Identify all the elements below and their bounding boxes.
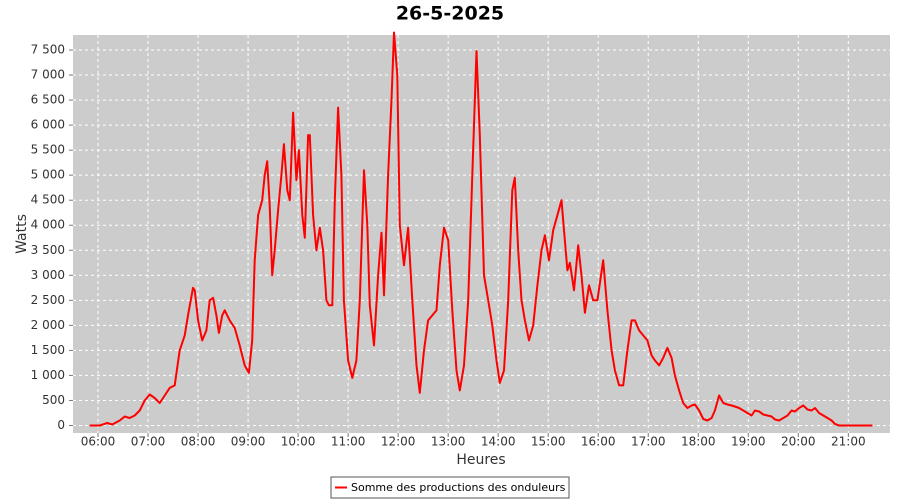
y-tick-label: 5 500 <box>31 143 65 157</box>
y-tick-label: 3 500 <box>31 243 65 257</box>
x-tick-label: 07:00 <box>131 435 166 449</box>
legend-label: Somme des productions des onduleurs <box>351 481 566 494</box>
x-tick-label: 13:00 <box>431 435 466 449</box>
plot-area <box>73 35 890 433</box>
y-tick-label: 1 500 <box>31 343 65 357</box>
x-tick-label: 11:00 <box>331 435 366 449</box>
legend-box <box>330 476 570 499</box>
y-tick-label: 0 <box>57 418 65 432</box>
y-tick-label: 6 500 <box>31 93 65 107</box>
y-tick-label: 7 500 <box>31 43 65 57</box>
y-tick-label: 5 000 <box>31 168 65 182</box>
y-axis-label: Watts <box>14 214 30 254</box>
series-line <box>89 31 873 427</box>
x-tick-label: 19:00 <box>731 435 766 449</box>
y-tick-label: 7 000 <box>31 68 65 82</box>
x-tick-label: 14:00 <box>481 435 516 449</box>
y-tick-label: 500 <box>42 393 65 407</box>
marks <box>89 31 873 427</box>
grid: 0 500 1 000 1 500 2 000 2 500 3 000 3 500 4 000 4… <box>31 35 890 449</box>
x-tick-label: 17:00 <box>631 435 666 449</box>
x-axis-label: Heures <box>456 452 505 468</box>
chart-title: 26-5-2025 <box>396 3 504 25</box>
y-tick-label: 4 500 <box>31 193 65 207</box>
x-tick-label: 09:00 <box>231 435 266 449</box>
x-tick-label: 16:00 <box>581 435 616 449</box>
y-tick-label: 2 500 <box>31 293 65 307</box>
x-tick-label: 18:00 <box>681 435 716 449</box>
y-tick-label: 2 000 <box>31 318 65 332</box>
x-tick-label: 21:00 <box>831 435 866 449</box>
x-tick-label: 08:00 <box>181 435 216 449</box>
legend: Somme des productions des onduleurs <box>330 476 570 499</box>
x-tick-label: 12:00 <box>381 435 416 449</box>
y-tick-label: 4 000 <box>31 218 65 232</box>
x-tick-label: 06:00 <box>81 435 116 449</box>
x-tick-label: 15:00 <box>531 435 566 449</box>
x-tick-label: 10:00 <box>281 435 316 449</box>
x-tick-label: 20:00 <box>781 435 816 449</box>
y-tick-label: 3 000 <box>31 268 65 282</box>
y-tick-label: 1 000 <box>31 368 65 382</box>
y-tick-label: 6 000 <box>31 118 65 132</box>
